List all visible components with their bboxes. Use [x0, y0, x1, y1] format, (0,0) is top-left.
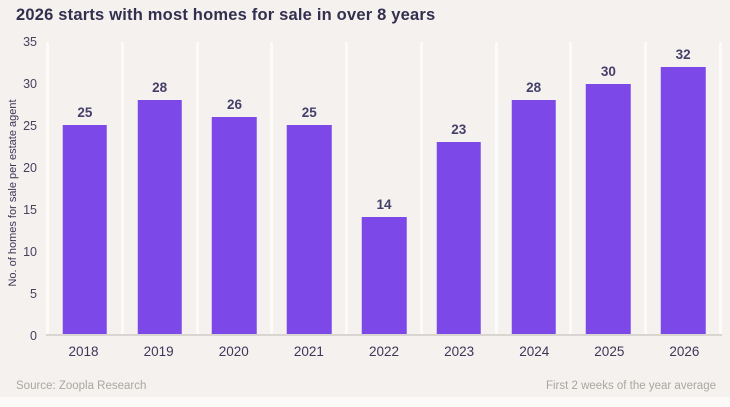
bar-cell-2026: 32	[644, 42, 723, 334]
bar-2023	[436, 142, 482, 334]
plot-area: 25 28 26 25 14 23 28 30 32	[46, 42, 723, 336]
value-label-2019: 28	[152, 80, 168, 96]
bar-2018	[62, 125, 108, 334]
x-tick-2022: 2022	[368, 344, 400, 359]
x-tick-2025: 2025	[594, 344, 625, 359]
y-tick-25: 25	[23, 118, 37, 133]
y-tick-15: 15	[23, 202, 37, 217]
value-label-2022: 14	[376, 197, 392, 213]
bar-2019	[137, 100, 182, 334]
bar-2020	[212, 117, 257, 334]
bar-2026	[660, 67, 706, 334]
x-tick-2018: 2018	[68, 344, 99, 359]
y-tick-30: 30	[23, 76, 37, 91]
bar-cell-2020: 26	[195, 42, 271, 334]
value-label-2023: 23	[451, 122, 467, 138]
bottom-strip	[0, 397, 730, 407]
x-axis-ticks: 2018 2019 2020 2021 2022 2023 2024 2025 2026	[46, 344, 722, 360]
value-label-2025: 30	[600, 63, 616, 79]
chart-title: 2026 starts with most homes for sale in …	[16, 6, 436, 24]
bar-2022	[361, 217, 407, 334]
value-label-2018: 25	[77, 105, 93, 121]
bar-cell-2024: 28	[494, 42, 570, 334]
y-tick-5: 5	[30, 287, 37, 301]
bar-cell-2021: 25	[270, 42, 345, 334]
bar-cell-2025: 30	[569, 42, 644, 334]
x-tick-2021: 2021	[293, 344, 324, 359]
x-tick-2026: 2026	[669, 344, 700, 359]
chart-footer: Source: Zoopla Research First 2 weeks of…	[16, 380, 716, 392]
bar-cell-2022: 14	[345, 42, 420, 334]
y-tick-0: 0	[30, 329, 37, 343]
x-tick-2020: 2020	[218, 344, 249, 359]
x-tick-2024: 2024	[519, 344, 550, 359]
y-tick-35: 35	[23, 35, 37, 49]
value-label-2026: 32	[675, 47, 691, 63]
bar-cell-2023: 23	[419, 42, 495, 334]
y-tick-10: 10	[23, 245, 37, 259]
bar-2024	[511, 100, 556, 334]
bar-2021	[286, 125, 332, 334]
value-label-2024: 28	[526, 80, 542, 96]
bar-cell-2019: 28	[120, 42, 196, 334]
bar-cell-2018: 25	[46, 42, 121, 334]
source-note: Source: Zoopla Research	[16, 380, 147, 392]
value-label-2021: 25	[301, 105, 317, 121]
period-note: First 2 weeks of the year average	[545, 380, 716, 392]
bar-2025	[586, 83, 631, 334]
y-axis-ticks: 0 5 10 15 20 25 30 35	[0, 35, 37, 343]
y-tick-20: 20	[23, 161, 37, 175]
x-tick-2023: 2023	[444, 344, 475, 359]
x-tick-2019: 2019	[143, 344, 174, 359]
value-label-2020: 26	[226, 97, 242, 113]
